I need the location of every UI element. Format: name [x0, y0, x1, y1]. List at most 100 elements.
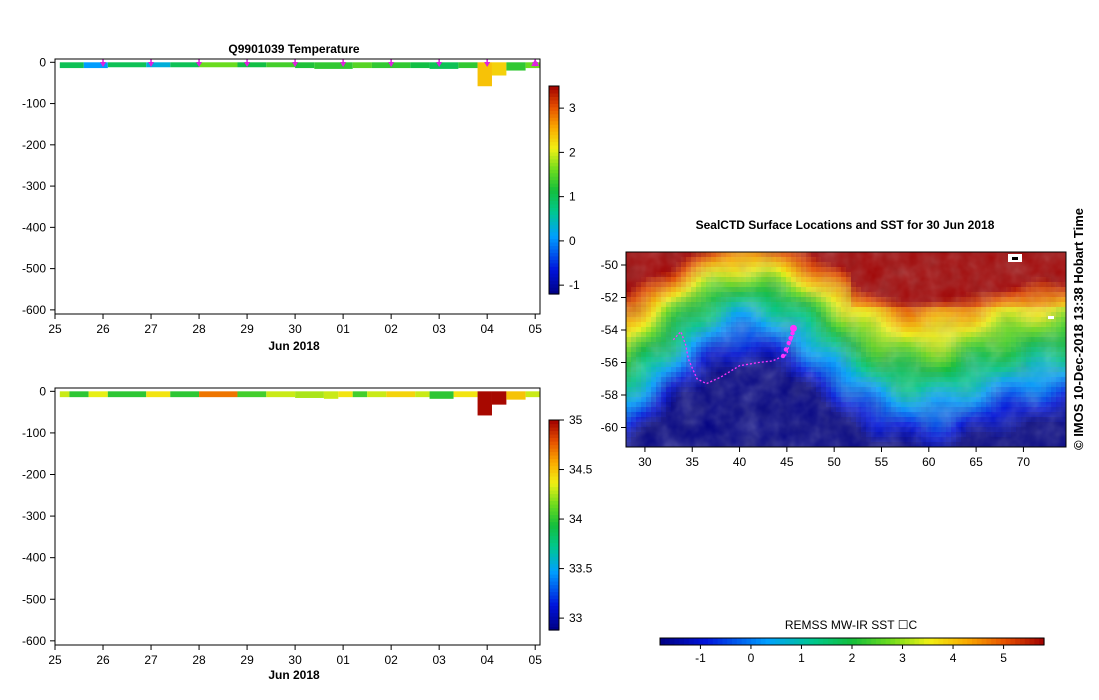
sst-colorbar-step [712, 638, 719, 645]
colorbar-step [549, 542, 559, 547]
sst-colorbar-step [861, 638, 867, 645]
sst-colorbar-step [1020, 638, 1026, 645]
x-tick-label: 04 [480, 653, 494, 667]
lon-tick-label: 45 [780, 455, 794, 469]
sst-colorbar-tick-label: 0 [748, 651, 755, 665]
sst-colorbar-step [770, 638, 776, 645]
colorbar-step [549, 283, 559, 288]
y-tick-label: 0 [39, 384, 46, 398]
colorbar-step [549, 574, 559, 579]
colorbar-step [549, 252, 559, 257]
last-position [789, 324, 797, 332]
temperature-plot-frame [54, 58, 541, 315]
colorbar-step [549, 273, 559, 278]
sst-colorbar-step [794, 638, 800, 645]
sst-colorbar-step [664, 638, 671, 645]
colorbar-step [549, 210, 559, 215]
colorbar-step [549, 86, 559, 91]
data-cell [199, 62, 238, 68]
colorbar-step [549, 581, 559, 586]
x-tick-label: 30 [288, 653, 302, 667]
colorbar-step [549, 262, 559, 267]
sst-colorbar-step [736, 638, 743, 645]
lon-tick-label: 50 [827, 455, 841, 469]
colorbar-step [549, 235, 559, 240]
sst-colorbar-step [698, 638, 704, 645]
sst-colorbar-step [1039, 638, 1045, 645]
lat-tick-label: -50 [601, 258, 619, 272]
colorbar-step [549, 165, 559, 170]
colorbar-step [549, 598, 559, 603]
colorbar-step [549, 434, 559, 439]
colorbar-step [549, 567, 559, 572]
watermark: © IMOS 10-Dec-2018 13:38 Hobart Time [1071, 208, 1086, 450]
colorbar-step [549, 469, 559, 474]
colorbar-step [549, 269, 559, 274]
colorbar-step [549, 563, 559, 568]
sst-colorbar-step [765, 638, 771, 645]
sst-colorbar-step [909, 638, 915, 645]
sst-colorbar-step [880, 638, 887, 645]
colorbar-step [549, 556, 559, 561]
colorbar-frame [548, 85, 560, 295]
x-tick-label: 02 [384, 653, 398, 667]
colorbar-step [549, 92, 559, 97]
sst-colorbar-step [1005, 638, 1011, 645]
sst-colorbar-tick-label: 1 [798, 651, 805, 665]
sst-colorbar-step [708, 638, 714, 645]
colorbar-step [549, 465, 559, 470]
colorbar-step [549, 110, 559, 115]
sst-colorbar-step [933, 638, 939, 645]
colorbar-step [549, 455, 559, 460]
colorbar-step [549, 518, 559, 523]
profile-markers [100, 59, 540, 67]
colorbar-step [549, 577, 559, 582]
y-tick-label: -500 [22, 592, 46, 606]
colorbar-step [549, 151, 559, 156]
sst-colorbar-step [789, 638, 795, 645]
data-cell [295, 62, 315, 69]
profile-marker-head [244, 62, 251, 67]
colorbar-step [549, 472, 559, 477]
profile-marker-head [292, 62, 299, 67]
colorbar-step [549, 127, 559, 132]
sst-colorbar-step [948, 638, 954, 645]
sst-colorbar-step [693, 638, 699, 645]
lat-tick-label: -60 [601, 421, 619, 435]
sst-colorbar-step [660, 638, 666, 645]
data-cell [170, 62, 200, 68]
sst-colorbar-step [799, 638, 805, 645]
data-cell [314, 62, 353, 69]
colorbar-step [549, 476, 559, 481]
profile-marker-head [388, 62, 395, 67]
data-cell [477, 62, 492, 87]
lon-tick-label: 60 [922, 455, 936, 469]
y-tick-label: 0 [39, 55, 46, 69]
data-cell [59, 391, 70, 398]
y-tick-label: -500 [22, 262, 46, 276]
colorbar-step [549, 514, 559, 519]
sst-colorbar-step [669, 638, 675, 645]
x-tick-label: 26 [96, 653, 110, 667]
sst-colorbar-step [871, 638, 877, 645]
colorbar-step [549, 172, 559, 177]
profile-marker-head [340, 62, 347, 67]
sst-colorbar-step [679, 638, 685, 645]
colorbar-step [549, 290, 559, 295]
colorbar-step [549, 196, 559, 201]
sst-colorbar-step [996, 638, 1002, 645]
colorbar-step [549, 158, 559, 163]
x-tick-label: 01 [336, 322, 350, 336]
colorbar-step [549, 287, 559, 292]
data-cell [107, 391, 147, 398]
track-line [672, 330, 795, 385]
sst-colorbar-step [991, 638, 997, 645]
data-cell [491, 391, 507, 405]
profile-marker-head [100, 62, 107, 67]
colorbar-step [549, 525, 559, 530]
sst-texture [626, 252, 1066, 447]
x-tick-label: 04 [480, 322, 494, 336]
sst-colorbar-step [784, 638, 791, 645]
data-cell [59, 62, 84, 69]
